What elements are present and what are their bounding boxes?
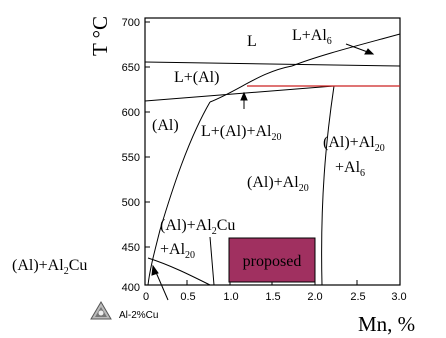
y-tick-label: 650 [122, 62, 140, 74]
al2cu-solvus-line [147, 257, 211, 286]
annotation-arrows [151, 43, 375, 301]
footer-note: Al-2%Cu [119, 310, 158, 321]
phase-label-al-al2cu-al20-line1: (Al)+Al2Cu [160, 217, 235, 237]
al6-liquidus-line [291, 33, 401, 67]
y-axis-title: T °C [88, 16, 112, 56]
liquidus-line [144, 61, 401, 67]
phase-label-al-al20-al6-line2: +Al6 [335, 159, 365, 179]
y-tick-label: 700 [122, 17, 140, 29]
y-tick-label: 450 [122, 242, 140, 254]
proposed-region [228, 237, 316, 283]
y-tick-label: 600 [122, 107, 140, 119]
y-axis-ticks [145, 21, 150, 248]
eutectic-line [144, 85, 335, 102]
phase-label-l-al6: L+Al6 [292, 27, 332, 47]
proposed-label: proposed [243, 253, 302, 270]
phase-label-al-al2cu-al20-line2: +Al20 [160, 241, 195, 261]
phase-label-l-al-al20: L+(Al)+Al20 [201, 123, 281, 143]
thermo-calc-logo-icon [90, 301, 112, 320]
phase-boundaries [144, 33, 401, 286]
liquidus-curve [209, 65, 293, 103]
x-tick-label: 3.0 [391, 291, 406, 303]
y-tick-label: 400 [122, 282, 140, 294]
phase-label-al: (Al) [152, 117, 179, 134]
x-axis-title: Mn, % [358, 312, 415, 336]
x-tick-label: 1.0 [223, 291, 238, 303]
al20-lower-line [209, 236, 215, 286]
x-tick-label: 2.5 [350, 291, 365, 303]
x-tick-label: 1.5 [265, 291, 280, 303]
x-tick-label: 2.0 [307, 291, 322, 303]
al20-boundary-line [321, 85, 335, 286]
phase-label-liquid: L [247, 33, 257, 50]
phase-label-l-al: L+(Al) [174, 69, 219, 86]
x-tick-label: 0.5 [180, 291, 195, 303]
y-tick-label: 500 [122, 197, 140, 209]
y-tick-label: 550 [122, 152, 140, 164]
phase-label-al-al20-al6-line1: (Al)+Al20 [323, 134, 385, 154]
solidus-curve [147, 101, 211, 286]
phase-label-al-al20: (Al)+Al20 [247, 174, 309, 194]
phase-label-al-al2cu: (Al)+Al2Cu [12, 257, 87, 277]
x-tick-label: 0 [143, 291, 149, 303]
